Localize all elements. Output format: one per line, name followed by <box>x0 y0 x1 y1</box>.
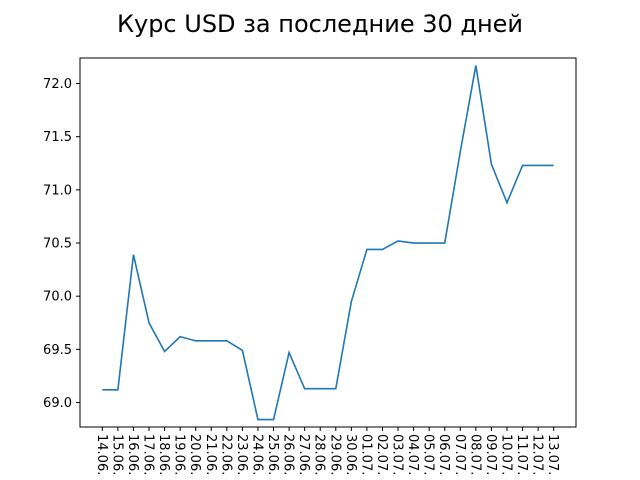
x-tick-label: 10.07. <box>498 434 513 475</box>
x-tick-label: 21.06. <box>203 434 218 475</box>
y-tick-label: 69.5 <box>43 343 72 358</box>
x-tick-label: 24.06. <box>249 434 264 475</box>
x-tick-label: 16.06. <box>125 434 140 475</box>
x-tick-label: 19.06. <box>172 434 187 475</box>
x-tick-label: 02.07. <box>374 434 389 475</box>
x-tick-label: 25.06. <box>265 434 280 475</box>
plot-frame <box>79 57 577 428</box>
x-tick-label: 20.06. <box>187 434 202 475</box>
x-tick-label: 18.06. <box>156 434 171 475</box>
x-tick-label: 05.07. <box>421 434 436 475</box>
y-tick-label: 70.0 <box>43 290 72 305</box>
x-tick-label: 29.06. <box>327 434 342 475</box>
y-axis: 69.0 69.5 70.0 70.5 71.0 71.5 72.0 <box>43 77 80 411</box>
x-tick-label: 26.06. <box>281 434 296 475</box>
series-line <box>102 65 554 421</box>
x-tick-label: 17.06. <box>141 434 156 475</box>
x-tick-label: 03.07. <box>390 434 405 475</box>
x-tick-label: 27.06. <box>296 434 311 475</box>
x-tick-label: 11.07. <box>514 434 529 475</box>
y-tick-label: 72.0 <box>43 77 72 92</box>
chart-title: Курс USD за последние 30 дней <box>117 10 523 38</box>
x-tick-label: 09.07. <box>483 434 498 475</box>
x-tick-label: 28.06. <box>312 434 327 475</box>
x-tick-label: 23.06. <box>234 434 249 475</box>
x-tick-label: 06.07. <box>436 434 451 475</box>
x-tick-label: 04.07. <box>405 434 420 475</box>
x-tick-label: 12.07. <box>530 434 545 475</box>
x-tick-label: 15.06. <box>109 434 124 475</box>
x-tick-label: 07.07. <box>452 434 467 475</box>
x-axis: 14.06. 15.06. 16.06. 17.06. 18.06. 19.06. 20.0… <box>94 427 560 475</box>
x-tick-label: 22.06. <box>218 434 233 475</box>
x-tick-label: 30.06. <box>343 434 358 475</box>
x-tick-label: 01.07. <box>358 434 373 475</box>
y-tick-label: 71.0 <box>43 183 72 198</box>
y-tick-label: 69.0 <box>43 396 72 411</box>
y-tick-label: 71.5 <box>43 130 72 145</box>
y-tick-label: 70.5 <box>43 237 72 252</box>
x-tick-label: 08.07. <box>467 434 482 475</box>
x-tick-label: 13.07. <box>545 434 560 475</box>
x-tick-label: 14.06. <box>94 434 109 475</box>
